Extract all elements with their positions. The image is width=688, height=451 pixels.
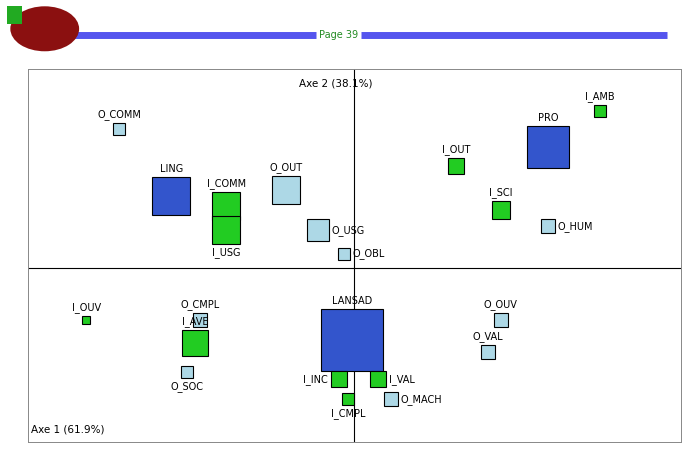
Text: Axe 1 (61.9%): Axe 1 (61.9%) [31,424,105,434]
Bar [449,158,464,175]
Bar [152,177,191,215]
Text: O_OUT: O_OUT [270,162,303,173]
Bar [527,125,569,168]
Text: O_VAL: O_VAL [473,331,503,342]
Text: I_OUV: I_OUV [72,302,101,313]
Text: I_INC: I_INC [303,374,327,385]
Bar [541,219,555,233]
Text: I_COMM: I_COMM [206,178,246,189]
Bar [342,393,354,405]
Text: O_CMPL: O_CMPL [180,299,219,310]
Text: O_USG: O_USG [332,225,365,235]
Text: I_AMB: I_AMB [585,91,615,102]
Bar [494,313,508,327]
Bar [193,313,207,327]
Text: O_MACH: O_MACH [401,394,442,405]
Text: O_OUV: O_OUV [484,299,517,310]
Bar [182,330,208,355]
Bar [83,316,90,324]
Text: I_SCI: I_SCI [489,187,513,198]
Bar [307,219,329,241]
Text: I_OUT: I_OUT [442,145,471,156]
Text: LING: LING [160,164,183,175]
Bar [272,176,301,204]
Text: O_HUM: O_HUM [558,221,593,232]
Bar [181,366,193,378]
Text: I_USG: I_USG [212,247,241,258]
Ellipse shape [10,6,79,51]
FancyBboxPatch shape [7,6,22,24]
Bar [113,123,125,135]
Text: O_OBL: O_OBL [353,249,385,259]
Text: I_CMPL: I_CMPL [330,408,365,419]
Text: Axe 2 (38.1%): Axe 2 (38.1%) [299,78,372,88]
Bar [594,105,606,117]
Text: Page 39: Page 39 [319,30,358,40]
Text: I_VAL: I_VAL [389,374,415,385]
Bar [370,371,386,387]
Bar [481,345,495,359]
Text: PRO: PRO [537,113,558,123]
Text: O_SOC: O_SOC [171,382,204,392]
Bar [338,248,350,260]
Bar [492,201,510,219]
Text: LANSAD: LANSAD [332,295,372,305]
Bar [321,308,383,371]
Bar [212,216,240,244]
Bar [212,192,240,220]
Bar [384,392,398,406]
Text: O_COMM: O_COMM [97,109,141,120]
Text: I_AVE: I_AVE [182,316,208,327]
Bar [331,371,347,387]
